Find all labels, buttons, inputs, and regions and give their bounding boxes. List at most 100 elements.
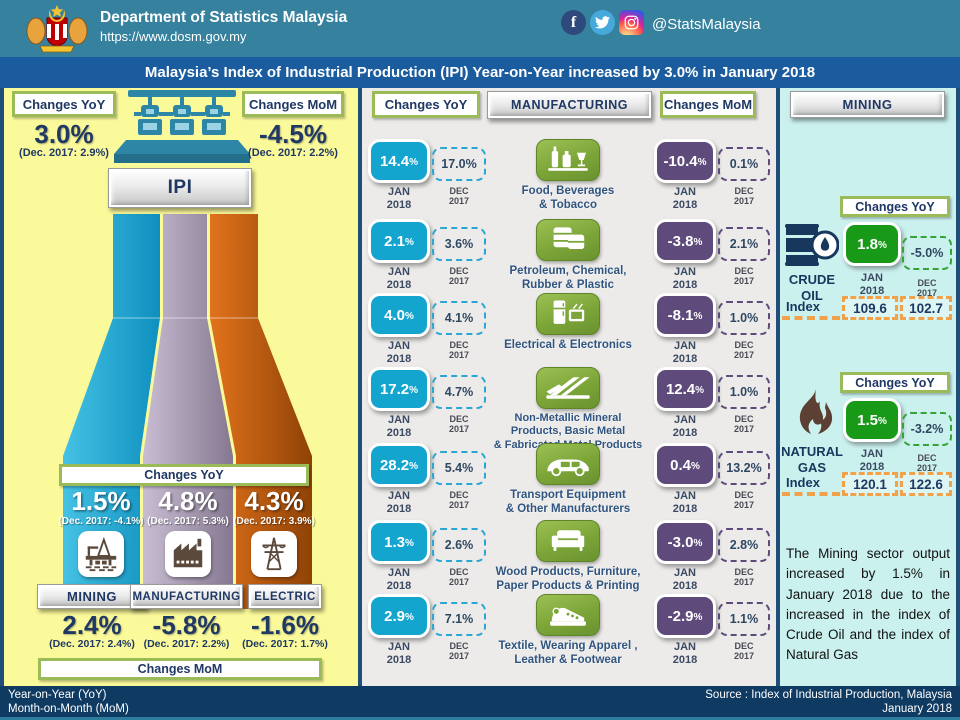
factory-icon [165,531,211,577]
mfg-row-textile: 2.9% JAN 2018 7.1% DEC 2017 Textile, Weari… [362,594,776,670]
period-prev: DEC 2017 [733,340,755,361]
electric-mom-value: -1.6% [251,610,319,640]
ipi-flow-streams [63,214,312,609]
instagram-icon[interactable] [619,10,644,35]
period-prev: DEC 2017 [448,340,470,361]
sector-label: Wood Products, Furniture, Paper Products … [495,566,641,593]
facebook-icon[interactable]: f [561,10,586,35]
footer-date: January 2018 [882,703,952,715]
mfg-row-food: 14.4% JAN 2018 17.0% DEC 2017 Food, Bevera… [362,139,776,215]
footer-source: Source : Index of Industrial Production,… [705,689,952,701]
mom-prev-box: 2.8% [718,528,770,562]
index-connector [782,476,840,496]
mom-prev-box: 1.0% [718,375,770,409]
natural-gas-yoy-prev-box: -3.2% [902,412,952,446]
sectors-yoy-label: Changes YoY [59,464,309,486]
crude-oil-index-label: Index [786,299,820,314]
mom-prev-box: 2.1% [718,227,770,261]
sectors-mom-label: Changes MoM [38,658,322,680]
yoy-current-box: 1.3% [368,520,430,564]
crude-oil-index-current: 109.6 [842,296,898,320]
mom-current-box: -3.0% [654,520,716,564]
ipi-machine-icon [112,88,252,173]
mfg-yoy-header: Changes YoY [372,91,480,118]
mfg-row-electronics: 4.0% JAN 2018 4.1% DEC 2017 Electrical & E… [362,293,776,369]
ipi-yoy-label: Changes YoY [12,91,116,117]
electric-button: ELECTRIC [248,584,322,609]
mom-current-box: -8.1% [654,293,716,337]
ipi-mom-value: -4.5% [259,119,327,149]
manufacturing-button: MANUFACTURING [130,584,243,609]
malaysia-coat-of-arms [26,4,88,59]
footer-bar: Year-on-Year (YoY) Month-on-Month (MoM) … [0,686,960,720]
period-prev: DEC 2017 [733,490,755,511]
oil-barrel-icon [536,219,600,261]
period-prev: DEC 2017 [448,266,470,287]
electronics-icon [536,293,600,335]
mom-current-box: -2.9% [654,594,716,638]
ipi-button: IPI [108,168,252,208]
mining-note: The Mining sector output increased by 1.… [786,546,950,663]
mining-header-button: MINING [790,91,945,118]
period-current: JAN 2018 [386,186,412,211]
yoy-current-box: 28.2% [368,443,430,487]
sector-label: Electrical & Electronics [504,339,632,351]
period-current: JAN 2018 [386,414,412,439]
yoy-current-box: 2.1% [368,219,430,263]
period-prev: DEC 2017 [448,641,470,662]
manufacturing-mom-value: -5.8% [152,610,221,640]
power-pylon-icon [251,531,297,577]
period-prev: DEC 2017 [448,567,470,588]
yoy-current-box: 14.4% [368,139,430,183]
period-prev: DEC 2017 [733,641,755,662]
sector-label: Non-Metallic Mineral Products, Basic Meta… [493,412,643,451]
social-handle[interactable]: @StatsMalaysia [652,16,761,33]
period-current: JAN 2018 [859,448,885,473]
period-prev: DEC 2017 [733,567,755,588]
period-prev: DEC 2017 [448,414,470,435]
mfg-row-metal: 17.2% JAN 2018 4.7% DEC 2017 Non-Metallic … [362,367,776,451]
period-current: JAN 2018 [672,340,698,365]
mom-prev-box: 0.1% [718,147,770,181]
mom-current-box: 0.4% [654,443,716,487]
oil-rig-icon [78,531,124,577]
manufacturing-panel: Changes YoY MANUFACTURING Changes MoM 14… [362,88,776,686]
mom-prev-box: 1.0% [718,301,770,335]
yoy-prev-box: 3.6% [432,227,486,261]
natural-gas-index-prev: 122.6 [900,472,952,496]
twitter-icon[interactable] [590,10,615,35]
metal-products-icon [536,367,600,409]
mom-current-box: 12.4% [654,367,716,411]
org-name: Department of Statistics Malaysia [100,9,348,26]
period-current: JAN 2018 [672,490,698,515]
mining-mom-value: 2.4% [62,610,122,640]
natural-gas-index-label: Index [786,475,820,490]
yoy-current-box: 17.2% [368,367,430,411]
period-prev: DEC 2017 [916,278,938,299]
period-current: JAN 2018 [672,186,698,211]
org-url[interactable]: https://www.dosm.gov.my [100,29,247,44]
period-current: JAN 2018 [672,266,698,291]
ipi-mom-label: Changes MoM [242,91,344,117]
manufacturing-yoy-value: 4.8% [158,486,218,516]
natural-gas-yoy-header: Changes YoY [840,372,950,393]
period-current: JAN 2018 [386,567,412,592]
electric-mom-prev: (Dec. 2017: 1.7%) [242,638,328,650]
natural-gas-yoy-box: 1.5% [843,398,901,442]
period-current: JAN 2018 [386,340,412,365]
period-current: JAN 2018 [386,266,412,291]
crude-oil-yoy-prev-box: -5.0% [902,236,952,270]
period-prev: DEC 2017 [448,186,470,207]
furniture-icon [536,520,600,562]
mfg-row-transport: 28.2% JAN 2018 5.4% DEC 2017 Transport Equ… [362,443,776,519]
period-prev: DEC 2017 [916,453,938,474]
crude-oil-label: CRUDE OIL [788,272,836,304]
yoy-prev-box: 5.4% [432,451,486,485]
yoy-current-box: 2.9% [368,594,430,638]
crude-oil-barrel-icon [785,221,840,274]
manufacturing-yoy-prev: (Dec. 2017: 5.3%) [147,516,229,527]
yoy-current-box: 4.0% [368,293,430,337]
period-current: JAN 2018 [386,641,412,666]
manufacturing-mom-prev: (Dec. 2017: 2.2%) [143,638,230,650]
